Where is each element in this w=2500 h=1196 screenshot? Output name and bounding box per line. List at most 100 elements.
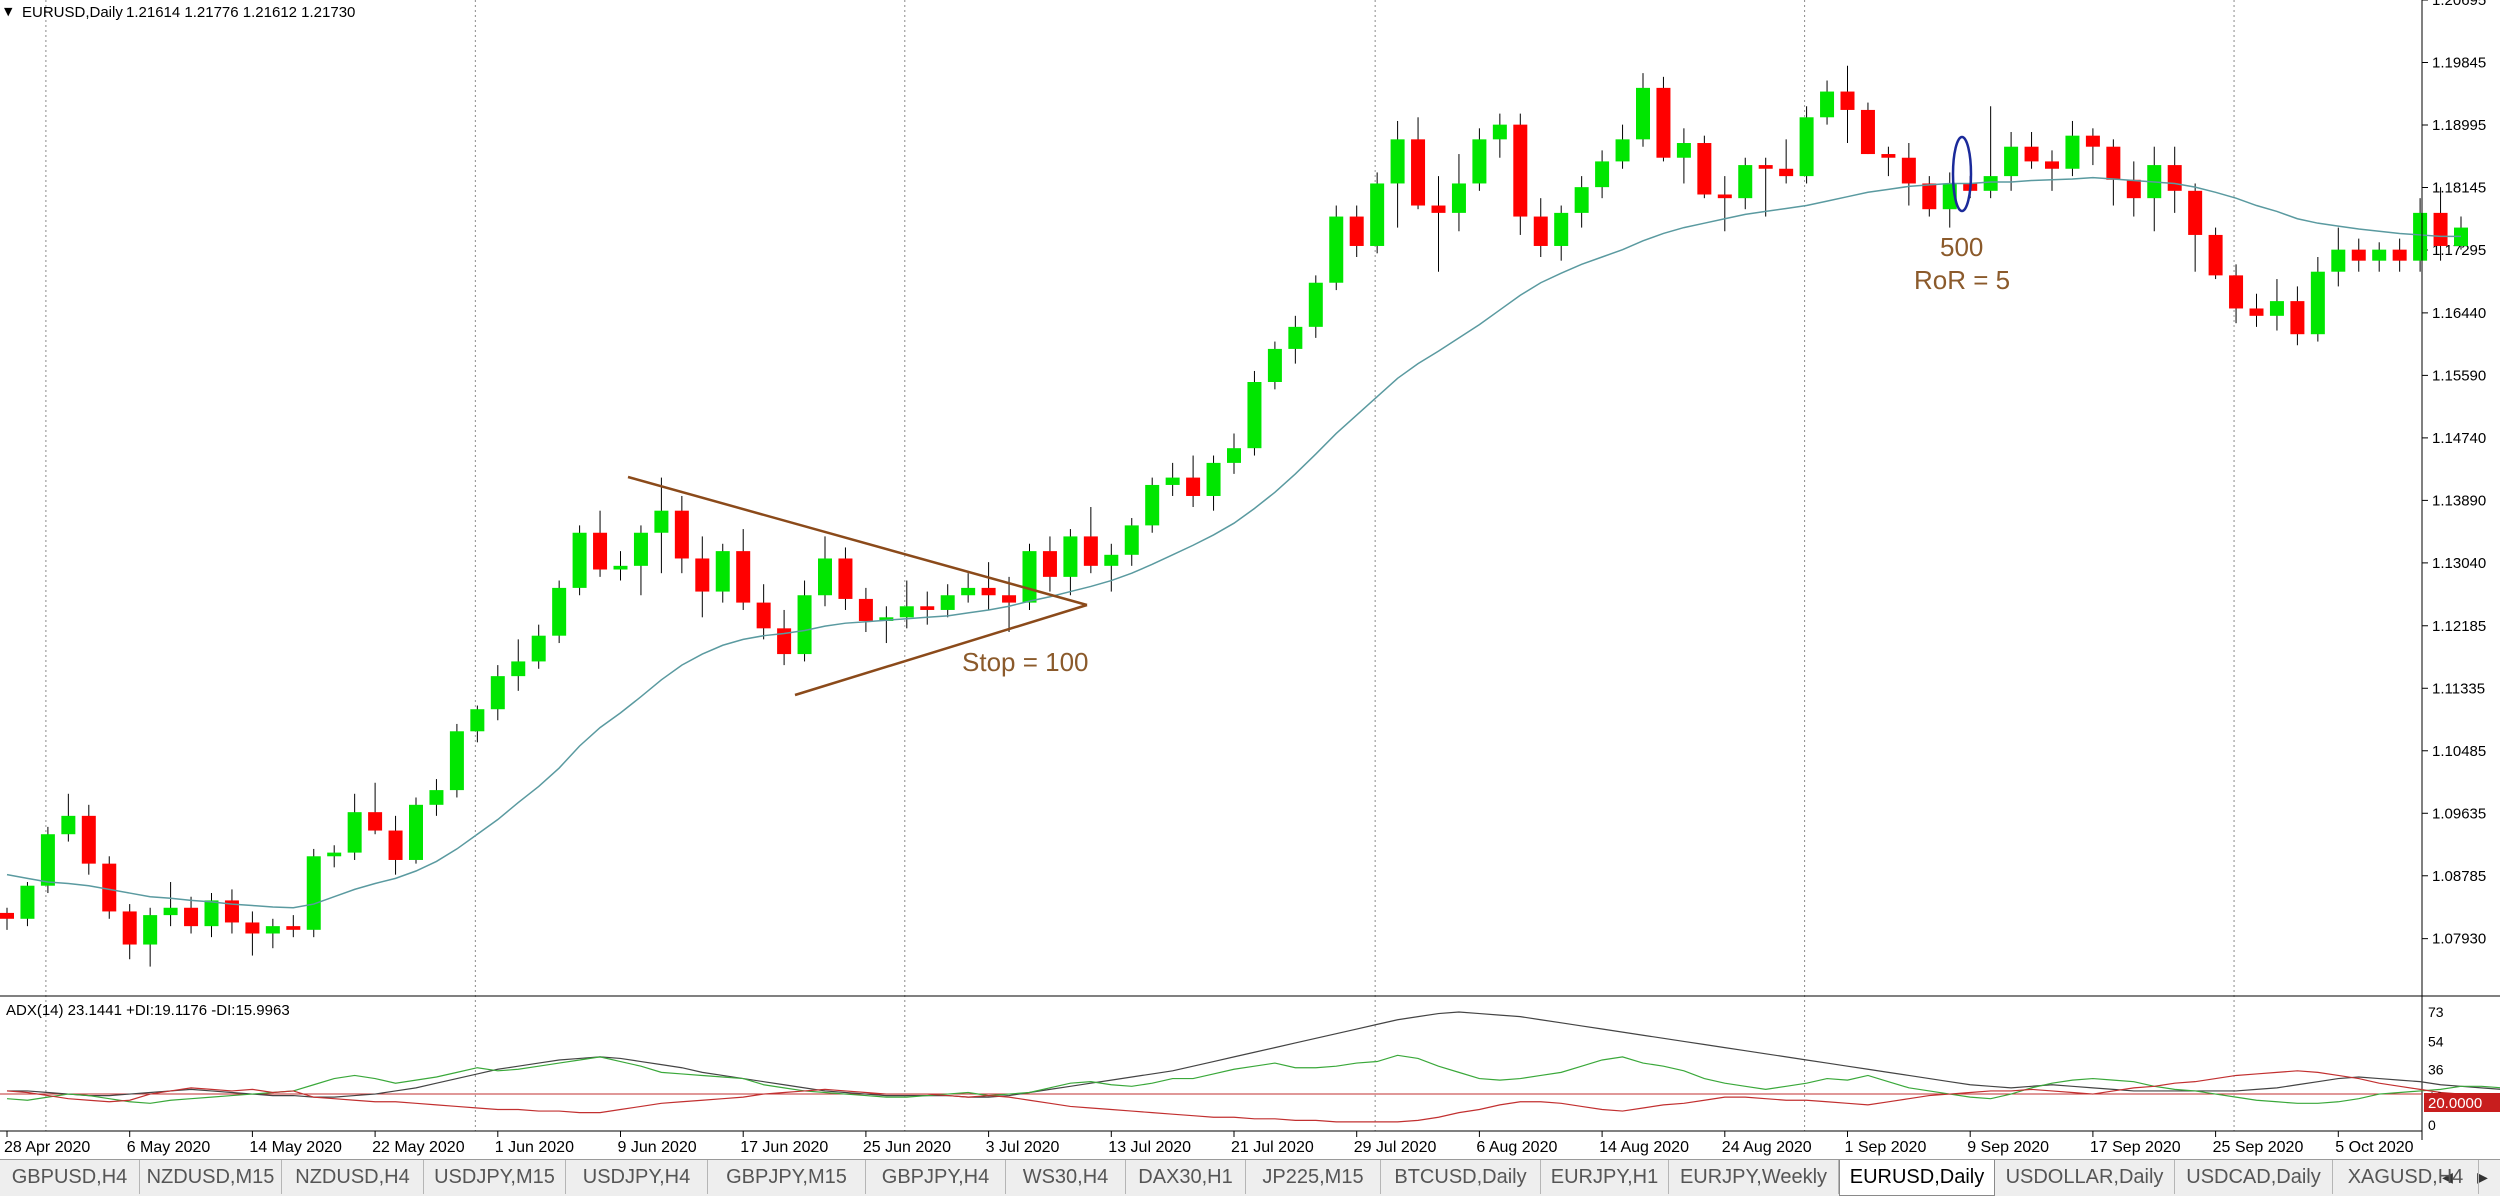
chart-tab[interactable]: GBPJPY,M15 [708,1160,866,1194]
lower-trendline[interactable] [794,603,1088,697]
bull-candle [1492,124,1507,140]
chart-tab[interactable]: DAX30,H1 [1126,1160,1246,1194]
chart-tab-bar: ◀ ▶ GBPUSD,H4 NZDUSD,M15 NZDUSD,H4 USDJPY,M… [0,1159,2500,1196]
chart-tab[interactable]: GBPUSD,H4 [0,1160,140,1194]
chart-tab[interactable]: XAGUSD,H4 [2333,1160,2479,1194]
bull-candle [449,731,464,791]
bear-candle [1411,139,1426,206]
bull-candle [1104,554,1119,566]
bear-candle [1431,205,1446,213]
price-tick-label: 1.07930 [2432,931,2486,948]
bull-candle [1227,448,1241,463]
chart-tab[interactable]: NZDUSD,H4 [282,1160,424,1194]
bear-candle [2249,308,2264,316]
bear-candle [1840,91,1855,110]
bull-candle [1022,551,1037,603]
price-tick-label: 1.16440 [2432,305,2486,322]
chart-menu-icon[interactable]: ▼ [4,5,13,18]
chart-tab[interactable]: BTCUSD,Daily [1381,1160,1541,1194]
bear-candle [838,558,853,599]
bear-candle [2351,249,2366,261]
bull-candle [552,587,567,636]
chart-tab[interactable]: USDCAD,Daily [2175,1160,2333,1194]
chart-tab[interactable]: EURJPY,H1 [1541,1160,1669,1194]
bull-candle [961,587,976,596]
price-axis: 1.20695 1.19845 1.18995 1.18145 1.17295 1.164… [2422,0,2486,948]
bull-candle [899,606,914,618]
bear-candle [102,863,117,912]
chart-tab[interactable]: GBPJPY,H4 [866,1160,1006,1194]
trading-chart[interactable]: 1.20695 1.19845 1.18995 1.18145 1.17295 1.164… [0,0,2500,1159]
bull-candle [1636,87,1650,140]
bear-candle [674,510,689,559]
price-tick-label: 1.14740 [2432,430,2486,447]
bull-candle [1370,183,1385,246]
entry-ellipse[interactable] [1951,135,1973,213]
bull-candle [143,915,158,945]
chart-tab[interactable]: WS30,H4 [1006,1160,1126,1194]
chart-tab[interactable]: JP225,M15 [1246,1160,1381,1194]
price-tick-label: 1.18995 [2432,117,2486,134]
bull-candle [1288,326,1303,349]
adx-tick-label: 54 [2428,1033,2444,1049]
target-annotation[interactable]: 500 [1940,232,1983,262]
price-tick-label: 1.20695 [2432,0,2486,9]
bull-candle [2310,271,2325,335]
triangle-pattern[interactable] [627,475,1088,697]
bear-candle [1083,536,1098,566]
bear-candle [2208,234,2223,276]
upper-trendline[interactable] [627,475,1088,607]
chart-tab[interactable]: NZDUSD,M15 [140,1160,282,1194]
bull-candle [20,885,35,919]
tab-scroll-left-icon[interactable]: ◀ [2442,1169,2453,1185]
time-tick-label: 17 Jun 2020 [740,1139,828,1156]
bear-candle [593,532,608,570]
price-tick-label: 1.15590 [2432,367,2486,384]
time-tick-label: 17 Sep 2020 [2090,1139,2181,1156]
bull-candle [1574,187,1589,213]
chart-tab[interactable]: EURUSD,Daily [1839,1160,1995,1196]
chart-tab[interactable]: EURJPY,Weekly [1669,1160,1839,1194]
bull-candle [1820,91,1835,118]
bull-candle [511,661,526,677]
time-tick-label: 5 Oct 2020 [2335,1139,2413,1156]
bear-candle [286,926,301,930]
bear-candle [1758,165,1773,169]
time-tick-label: 1 Jun 2020 [495,1139,574,1156]
bear-candle [1186,477,1201,496]
chart-tab[interactable]: USDOLLAR,Daily [1995,1160,2175,1194]
bull-candle [940,595,955,610]
time-tick-label: 21 Jul 2020 [1231,1139,1314,1156]
bear-candle [2290,301,2305,335]
bull-candle [633,532,648,566]
bear-candle [1697,143,1712,195]
period-separators [45,0,2235,1131]
price-tick-label: 1.13040 [2432,555,2486,572]
bull-candle [818,558,832,596]
ror-annotation[interactable]: RoR = 5 [1914,265,2010,295]
price-tick-label: 1.13890 [2432,492,2486,509]
time-tick-label: 9 Jun 2020 [618,1139,697,1156]
bull-candle [1206,462,1221,496]
bull-candle [61,815,76,835]
bull-candle [306,856,321,930]
chart-tab[interactable]: USDJPY,M15 [424,1160,566,1194]
bull-candle [1595,161,1610,188]
adx-tick-label: 73 [2428,1004,2444,1020]
bear-candle [695,558,710,592]
bull-candle [1145,484,1160,526]
bull-candle [1063,536,1078,577]
tab-scroll-right-icon[interactable]: ▶ [2477,1169,2488,1185]
bear-candle [224,900,239,923]
bear-candle [1717,194,1732,199]
bear-candle [184,907,199,927]
stop-annotation[interactable]: Stop = 100 [962,647,1089,677]
adx-line [7,1011,2500,1098]
bear-candle [1042,551,1057,577]
bear-candle [736,551,751,603]
chart-symbol-title: EURUSD,Daily [22,4,123,21]
price-tick-label: 1.19845 [2432,55,2486,72]
chart-tab[interactable]: USDJPY,H4 [566,1160,708,1194]
price-tick-label: 1.12185 [2432,618,2486,635]
adx-level-tag: 20.0000 [2424,1093,2500,1112]
